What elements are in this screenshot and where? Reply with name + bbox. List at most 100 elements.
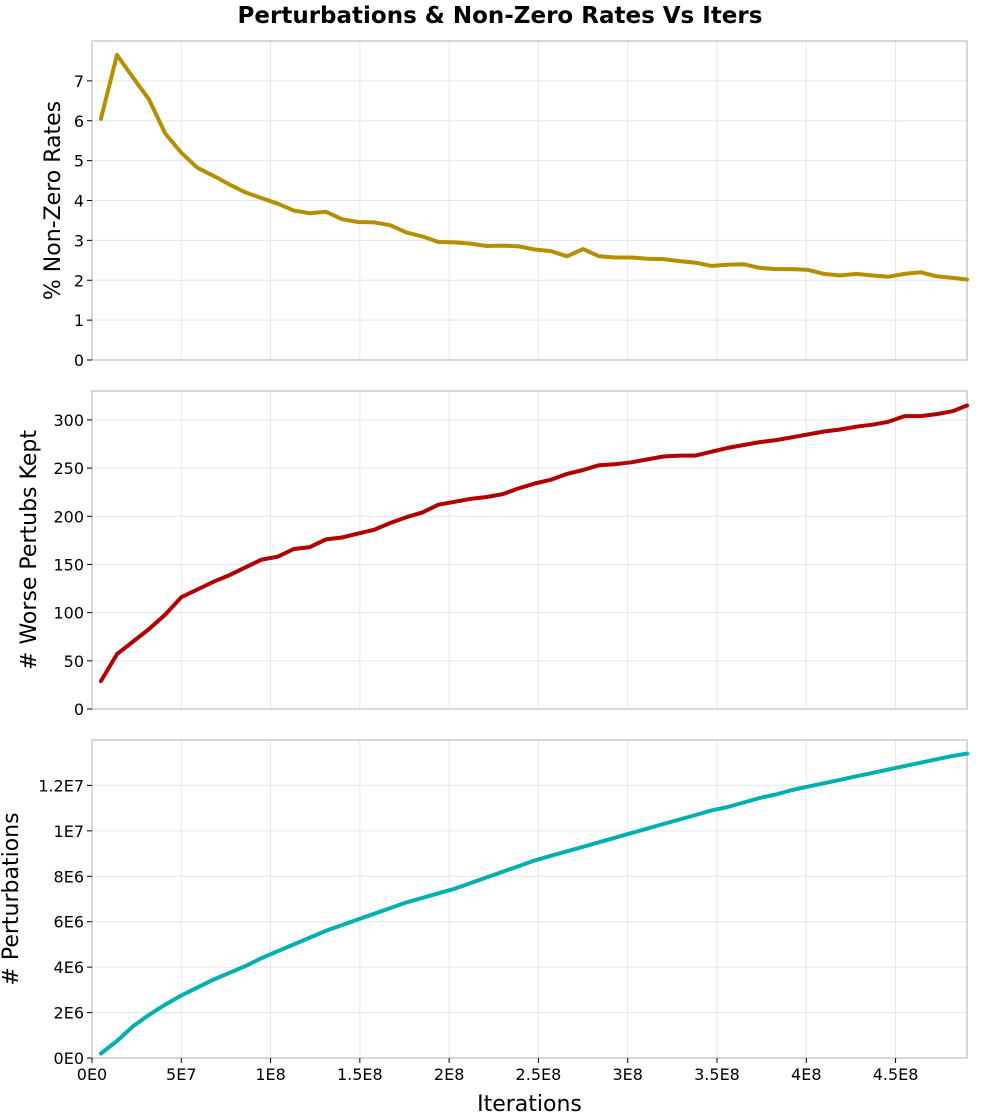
y-tick-label: 1E7 <box>54 822 84 841</box>
data-point <box>501 492 505 496</box>
data-point <box>404 900 408 904</box>
data-point <box>678 454 682 458</box>
data-point <box>565 849 569 853</box>
data-point <box>903 764 907 768</box>
y-tick-label: 6E6 <box>54 913 84 932</box>
data-point <box>613 462 617 466</box>
data-point <box>356 532 360 536</box>
data-point <box>131 1024 135 1028</box>
data-point <box>694 813 698 817</box>
y-tick-label: 2E6 <box>54 1004 84 1023</box>
data-point <box>260 558 264 562</box>
data-point <box>742 800 746 804</box>
data-point <box>276 202 280 206</box>
data-point <box>388 906 392 910</box>
x-tick-label: 4E8 <box>791 1065 821 1084</box>
data-point <box>340 217 344 221</box>
data-point <box>163 132 167 136</box>
data-point <box>822 781 826 785</box>
data-point <box>372 528 376 532</box>
data-point <box>774 438 778 442</box>
data-point <box>951 754 955 758</box>
data-point <box>951 409 955 413</box>
data-point <box>501 870 505 874</box>
data-point <box>292 208 296 212</box>
data-point <box>629 831 633 835</box>
data-point <box>790 267 794 271</box>
data-point <box>453 240 457 244</box>
data-point <box>645 457 649 461</box>
x-tick-label: 0E0 <box>77 1065 107 1084</box>
data-point <box>935 274 939 278</box>
data-point <box>485 495 489 499</box>
data-point <box>678 818 682 822</box>
y-tick-label: 250 <box>53 459 84 478</box>
data-point <box>404 230 408 234</box>
data-point <box>710 450 714 454</box>
data-point <box>597 463 601 467</box>
data-point <box>228 971 232 975</box>
data-point <box>935 412 939 416</box>
y-tick-label: 3 <box>74 231 84 250</box>
data-point <box>356 220 360 224</box>
data-point <box>758 796 762 800</box>
data-point <box>340 923 344 927</box>
data-point <box>115 53 119 57</box>
data-point <box>951 276 955 280</box>
data-point <box>854 774 858 778</box>
y-tick-label: 1.2E7 <box>38 776 84 795</box>
data-point <box>420 510 424 514</box>
y-tick-label: 5 <box>74 152 84 171</box>
data-point <box>115 1039 119 1043</box>
chart-panel-1: 0 1 2 3 4 5 6 7 % Non-Zero Rates <box>41 40 969 370</box>
data-point <box>340 535 344 539</box>
data-point <box>806 785 810 789</box>
data-point <box>469 497 473 501</box>
x-tick-label: 1E8 <box>255 1065 285 1084</box>
data-point <box>372 912 376 916</box>
data-point <box>806 268 810 272</box>
data-point <box>742 262 746 266</box>
chart-panel-2: 0 50 100 150 200 250 300 # Worse Pertubs Kept <box>17 390 969 719</box>
data-point <box>195 986 199 990</box>
data-point <box>870 273 874 277</box>
series-line <box>98 751 969 1056</box>
data-point <box>131 76 135 80</box>
data-point <box>163 613 167 617</box>
data-point <box>870 423 874 427</box>
data-point <box>726 446 730 450</box>
data-point <box>324 537 328 541</box>
data-point <box>838 428 842 432</box>
data-point <box>710 264 714 268</box>
data-point <box>726 263 730 267</box>
data-point <box>308 936 312 940</box>
data-point <box>694 454 698 458</box>
data-point <box>276 949 280 953</box>
x-axis-label: Iterations <box>477 1092 582 1117</box>
data-point <box>774 267 778 271</box>
y-tick-label: 50 <box>64 652 84 671</box>
data-point <box>147 1013 151 1017</box>
data-point <box>420 234 424 238</box>
x-tick-label: 2.5E8 <box>516 1065 562 1084</box>
data-point <box>501 244 505 248</box>
chart-title: Perturbations & Non-Zero Rates Vs Iters <box>238 3 763 29</box>
data-point <box>935 757 939 761</box>
y-tick-label: 300 <box>53 411 84 430</box>
data-point <box>903 272 907 276</box>
data-point <box>308 545 312 549</box>
data-point <box>597 254 601 258</box>
data-point <box>115 652 119 656</box>
data-point <box>758 440 762 444</box>
data-point <box>453 887 457 891</box>
data-point <box>613 256 617 260</box>
data-point <box>726 805 730 809</box>
data-point <box>678 259 682 263</box>
data-point <box>324 929 328 933</box>
data-point <box>822 429 826 433</box>
data-point <box>276 555 280 559</box>
y-axis-label: # Worse Pertubs Kept <box>17 430 42 670</box>
data-point <box>965 277 969 281</box>
data-point <box>453 500 457 504</box>
